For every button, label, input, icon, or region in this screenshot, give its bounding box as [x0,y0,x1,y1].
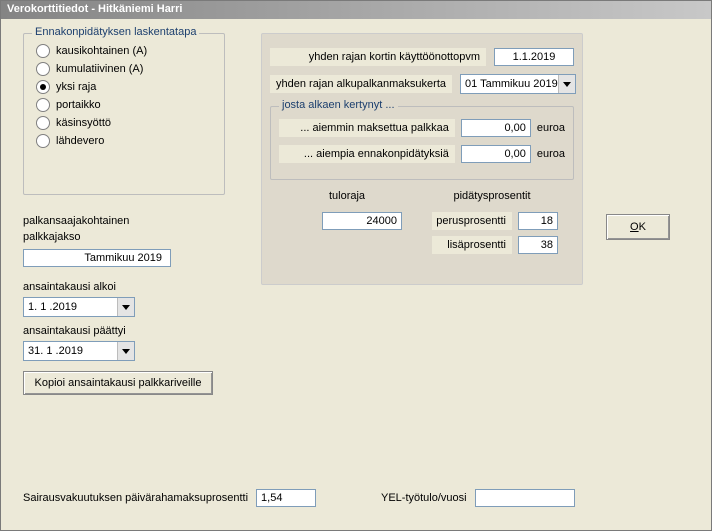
tuloraja-label: tuloraja [292,190,402,202]
lisa-label: lisäprosentti [432,236,512,254]
ok-label-rest: K [639,221,646,233]
chevron-down-icon [117,342,134,360]
radio-icon [36,80,50,94]
right-panel: yhden rajan kortin käyttöönottopvm yhden… [261,33,583,285]
alku-select[interactable]: 01 Tammikuu 2019 [460,74,576,94]
lisa-input[interactable] [518,236,558,254]
client-area: Ennakonpidätyksen laskentatapa kausikoht… [1,19,711,530]
chevron-down-icon [558,75,575,93]
ak-start-select[interactable]: 1. 1 .2019 [23,297,135,317]
yel-label: YEL-työtulo/vuosi [381,492,467,504]
select-value: 01 Tammikuu 2019 [465,78,558,90]
perus-input[interactable] [518,212,558,230]
radio-label: lähdevero [56,135,104,147]
ok-button[interactable]: OK [606,214,670,240]
radio-label: kausikohtainen (A) [56,45,147,57]
sv-label: Sairausvakuutuksen päivärahamaksuprosent… [23,492,248,504]
calc-method-title: Ennakonpidätyksen laskentatapa [32,26,199,38]
unit-euroa: euroa [537,122,565,134]
radio-icon [36,116,50,130]
radio-label: yksi raja [56,81,96,93]
select-value: 31. 1 .2019 [28,345,83,357]
window: Verokorttitiedot - Hitkäniemi Harri Enna… [0,0,712,531]
pk-label-2: palkkajakso [23,231,80,243]
josta-title: josta alkaen kertynyt ... [279,99,398,111]
pk-label-1: palkansaajakohtainen [23,215,129,227]
radio-label: kumulatiivinen (A) [56,63,143,75]
alku-label: yhden rajan alkupalkanmaksukerta [270,75,452,93]
radio-option-portaikko[interactable]: portaikko [36,98,224,112]
perus-label: perusprosentti [432,212,512,230]
palkkajakso-input[interactable] [23,249,171,267]
radio-option-kasinsyotto[interactable]: käsinsyöttö [36,116,224,130]
radio-icon [36,98,50,112]
pidatys-label: pidätysprosentit [432,190,552,202]
unit-euroa: euroa [537,148,565,160]
radio-option-kausikohtainen[interactable]: kausikohtainen (A) [36,44,224,58]
radio-option-yksi-raja[interactable]: yksi raja [36,80,224,94]
josta-groupbox: josta alkaen kertynyt ... ... aiemmin ma… [270,106,574,180]
kayttopvm-label: yhden rajan kortin käyttöönottopvm [270,48,486,66]
aiempia-input[interactable] [461,145,531,163]
radio-label: portaikko [56,99,101,111]
radio-option-lahdevero[interactable]: lähdevero [36,134,224,148]
radio-icon [36,62,50,76]
titlebar: Verokorttitiedot - Hitkäniemi Harri [1,1,711,19]
aiemmin-label: ... aiemmin maksettua palkkaa [279,119,455,137]
aiempia-label: ... aiempia ennakonpidätyksiä [279,145,455,163]
select-value: 1. 1 .2019 [28,301,77,313]
aiemmin-input[interactable] [461,119,531,137]
radio-icon [36,44,50,58]
ak-start-label: ansaintakausi alkoi [23,281,116,293]
radio-label: käsinsyöttö [56,117,111,129]
radio-option-kumulatiivinen[interactable]: kumulatiivinen (A) [36,62,224,76]
window-title: Verokorttitiedot - Hitkäniemi Harri [7,3,182,15]
chevron-down-icon [117,298,134,316]
tuloraja-input[interactable] [322,212,402,230]
ak-end-label: ansaintakausi päättyi [23,325,126,337]
copy-period-label: Kopioi ansaintakausi palkkariveille [35,377,202,389]
calc-method-groupbox: Ennakonpidätyksen laskentatapa kausikoht… [23,33,225,195]
sv-input[interactable] [256,489,316,507]
ak-end-select[interactable]: 31. 1 .2019 [23,341,135,361]
copy-period-button[interactable]: Kopioi ansaintakausi palkkariveille [23,371,213,395]
yel-input[interactable] [475,489,575,507]
radio-icon [36,134,50,148]
kayttopvm-input[interactable] [494,48,574,66]
